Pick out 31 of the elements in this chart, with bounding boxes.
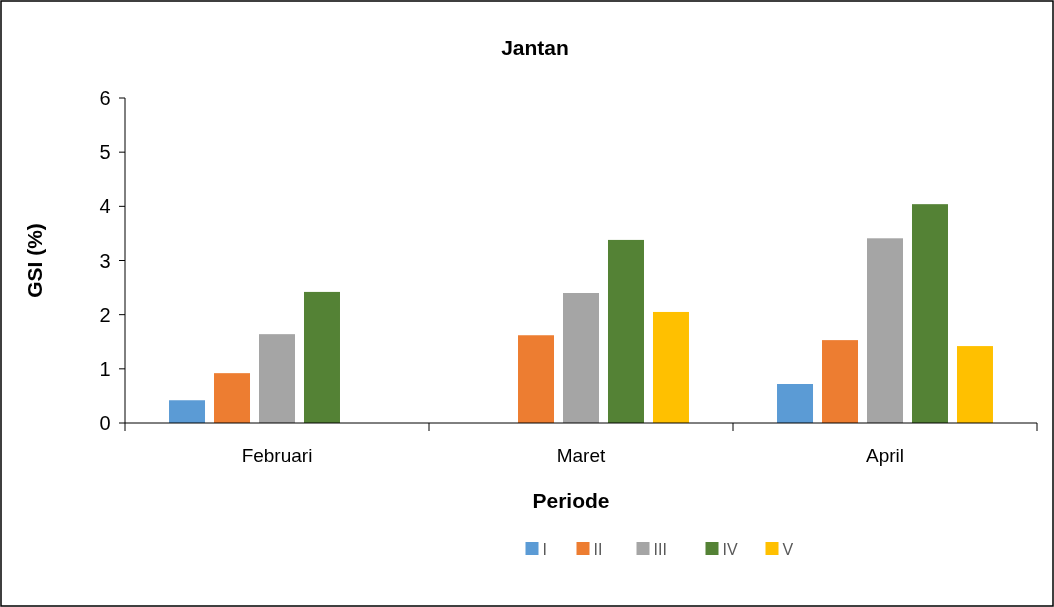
x-tick-label: April [865,445,905,466]
legend-label: V [782,540,794,558]
y-tick-label: 3 [99,249,111,272]
bar [822,340,858,423]
x-tick-label: Februari [241,445,313,466]
y-tick-label: 2 [99,303,111,326]
bar [867,238,903,423]
y-tick-label: 1 [99,357,111,380]
y-axis-title: GSI (%) [23,223,46,298]
legend-label: II [593,540,603,558]
bar [652,311,689,423]
bar [214,373,250,423]
legend-label: I [542,540,547,558]
bar [518,335,554,423]
legend-label: IV [722,540,738,558]
bar [912,204,948,423]
y-tick-label: 4 [99,195,111,218]
bar [563,293,599,423]
x-axis-title: Periode [532,489,610,512]
legend-label: III [653,540,667,558]
y-tick-label: 0 [99,412,111,434]
x-tick-label: Maret [556,445,606,466]
bar [777,384,814,423]
y-tick-label: 6 [99,87,111,109]
bar [304,291,340,423]
bar [259,334,295,423]
chart-title: Jantan [501,36,569,59]
bar [608,239,644,423]
bar [169,400,206,423]
bar [956,346,993,423]
y-tick-label: 5 [99,141,111,164]
